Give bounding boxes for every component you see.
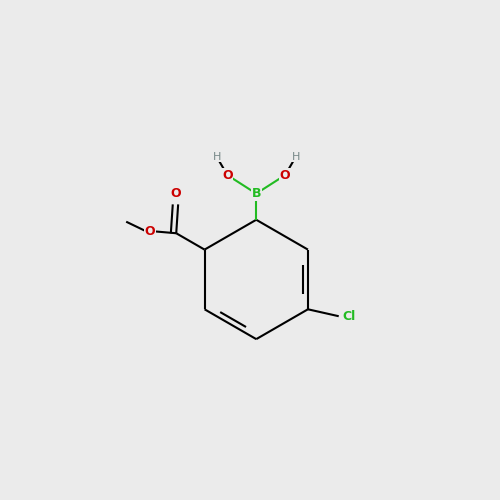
Text: Cl: Cl [342,310,356,322]
Text: O: O [280,168,290,181]
Text: H: H [292,152,300,162]
Text: O: O [222,168,232,181]
Text: O: O [144,225,156,238]
Text: H: H [212,152,221,162]
Text: B: B [252,187,261,200]
Text: O: O [170,187,181,200]
